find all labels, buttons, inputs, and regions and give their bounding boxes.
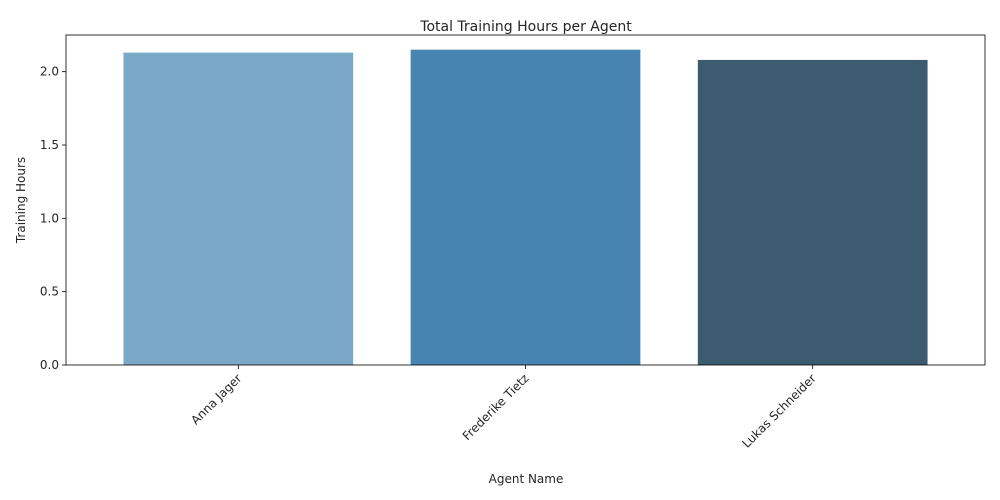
bar-anna-jager	[123, 52, 354, 365]
x-tick-label: Frederike Tietz	[460, 371, 532, 443]
y-axis-label: Training Hours	[14, 157, 28, 244]
x-tick-label: Lukas Schneider	[739, 371, 818, 450]
y-tick-label: 1.0	[40, 211, 59, 225]
y-tick-label: 0.5	[40, 285, 59, 299]
y-axis: 0.0 0.5 1.0 1.5 2.0	[40, 65, 66, 372]
bar-lukas-schneider	[697, 59, 928, 365]
chart-title: Total Training Hours per Agent	[419, 19, 632, 35]
y-tick-label: 2.0	[40, 65, 59, 79]
x-tick-label: Anna Jager	[188, 371, 244, 427]
plot-frame	[65, 34, 986, 366]
bars-group	[123, 49, 928, 366]
x-axis: Anna Jager Frederike Tietz Lukas Schneider	[188, 365, 819, 451]
y-tick-label: 0.0	[40, 358, 59, 372]
bar-frederike-tietz	[410, 49, 641, 366]
x-axis-label: Agent Name	[489, 472, 564, 486]
y-tick-label: 1.5	[40, 138, 59, 152]
